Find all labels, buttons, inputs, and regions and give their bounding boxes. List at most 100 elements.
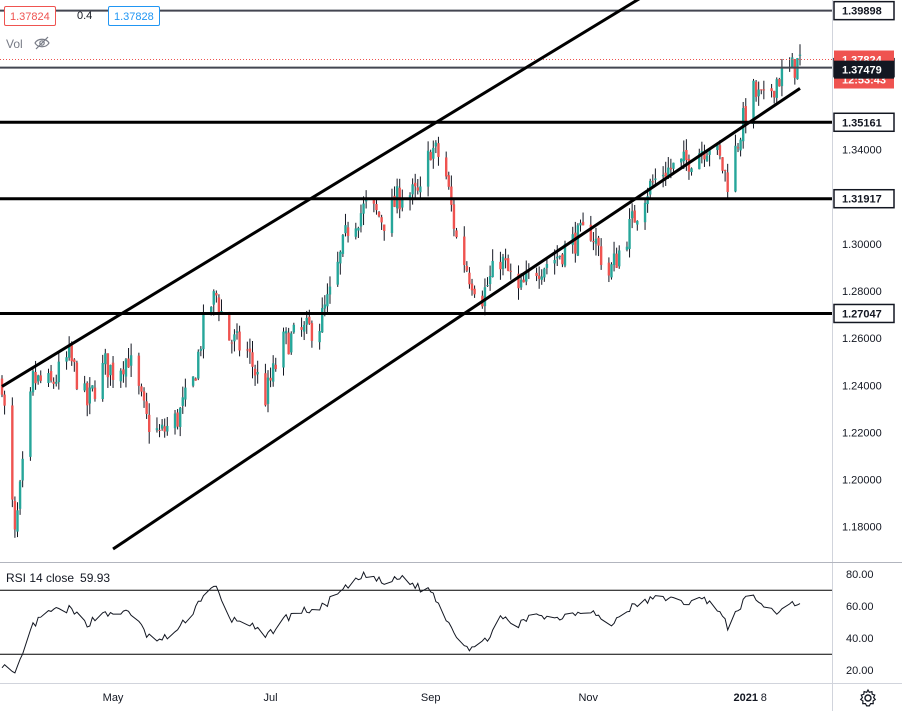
candle [408,192,412,211]
candle-body [618,250,621,267]
candle-body [16,510,19,532]
candle [251,340,254,379]
candle [359,204,363,233]
candle [86,381,89,417]
candle-body [716,144,719,151]
candle-body [178,407,182,427]
candle-body [661,174,665,177]
candle [176,409,179,430]
candle-body [202,312,205,350]
candle [723,169,727,182]
price-axis-tick: 1.18000 [842,522,882,534]
candle [491,249,494,278]
candle [55,374,58,387]
candle [362,196,365,226]
levels-layer[interactable] [0,9,832,315]
candle-body [630,211,634,219]
candle [173,410,177,435]
candle [321,297,324,333]
candle-body [426,150,430,187]
candle [344,213,347,237]
rsi-legend[interactable]: RSI 14 close 59.93 [6,571,110,585]
level-badge-text: 1.35161 [842,117,882,129]
candle-body [599,246,603,265]
candle [432,140,435,169]
candle [452,197,456,237]
candle [419,176,422,201]
candle [447,171,450,190]
volume-legend-label[interactable]: Vol [6,37,23,51]
candle-body [791,57,794,68]
candle-body [271,363,275,382]
candle-body [359,213,363,227]
candle-body [718,145,722,156]
candle [215,290,218,303]
candle [543,267,546,282]
candle [545,258,549,275]
candle-body [140,386,143,392]
candle-body [522,279,525,283]
candle [52,377,55,389]
candle [181,386,184,414]
candle-body [723,170,727,172]
candle-body [160,424,164,429]
candle [651,174,654,187]
candle [217,294,221,322]
trendlines-layer[interactable] [1,0,801,551]
candle [178,406,182,437]
candle-body [300,327,303,330]
candle [687,154,691,180]
candle [75,360,79,391]
candle [744,98,747,134]
candle-body [429,151,432,161]
candle-body [636,220,639,225]
candle-body [525,272,528,282]
candle [18,479,22,515]
rsi-axis-tick: 40.00 [846,633,874,645]
candle-body [752,80,755,124]
candle [791,53,794,69]
price-axis-tick: 1.26000 [842,333,882,345]
eye-hidden-icon[interactable] [34,36,50,50]
candle [426,141,430,197]
candle-body [106,353,110,378]
gear-icon[interactable] [858,688,878,708]
trend-line-upper-channel[interactable] [1,0,800,388]
candle [194,377,197,381]
ask-price-badge[interactable]: 1.37828 [108,6,160,26]
candle [36,374,40,385]
candle-body [274,364,277,370]
candle [411,178,414,205]
time-axis-tick: Sep [421,692,441,704]
level-badge-text: 1.31917 [842,194,882,206]
candle [326,283,329,313]
candle-body [336,261,339,285]
level-badge: 1.27047 [833,303,895,324]
candle-body [519,279,523,288]
candle-body [197,351,200,379]
bid-price-badge[interactable]: 1.37824 [4,6,56,26]
level-badge: 1.35161 [833,112,895,133]
candle [654,168,657,185]
candle [416,178,419,195]
candle [798,44,802,66]
trend-line-lower-channel[interactable] [112,87,801,551]
candle-body [321,308,324,333]
candle-body [287,332,290,355]
candle-body [558,256,562,258]
candle [393,186,396,208]
candle [672,162,675,173]
candle [302,321,306,341]
candle-body [215,292,218,296]
candle [328,276,332,304]
candle [310,320,314,348]
candle-body [308,316,311,324]
candle [47,368,50,388]
candle [158,424,161,438]
candle-body [52,381,55,384]
candle-body [380,217,383,223]
candle [506,254,510,272]
candle-body [104,353,107,365]
candle [726,163,729,201]
